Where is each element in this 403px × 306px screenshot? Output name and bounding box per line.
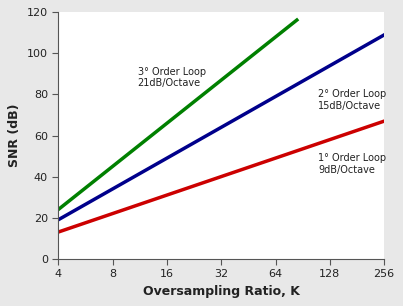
Y-axis label: SNR (dB): SNR (dB) [8,104,21,167]
Text: 1° Order Loop
9dB/Octave: 1° Order Loop 9dB/Octave [318,153,386,174]
Text: 2° Order Loop
15dB/Octave: 2° Order Loop 15dB/Octave [318,89,386,111]
Text: 3° Order Loop
21dB/Octave: 3° Order Loop 21dB/Octave [138,67,206,88]
X-axis label: Oversampling Ratio, K: Oversampling Ratio, K [143,285,300,298]
